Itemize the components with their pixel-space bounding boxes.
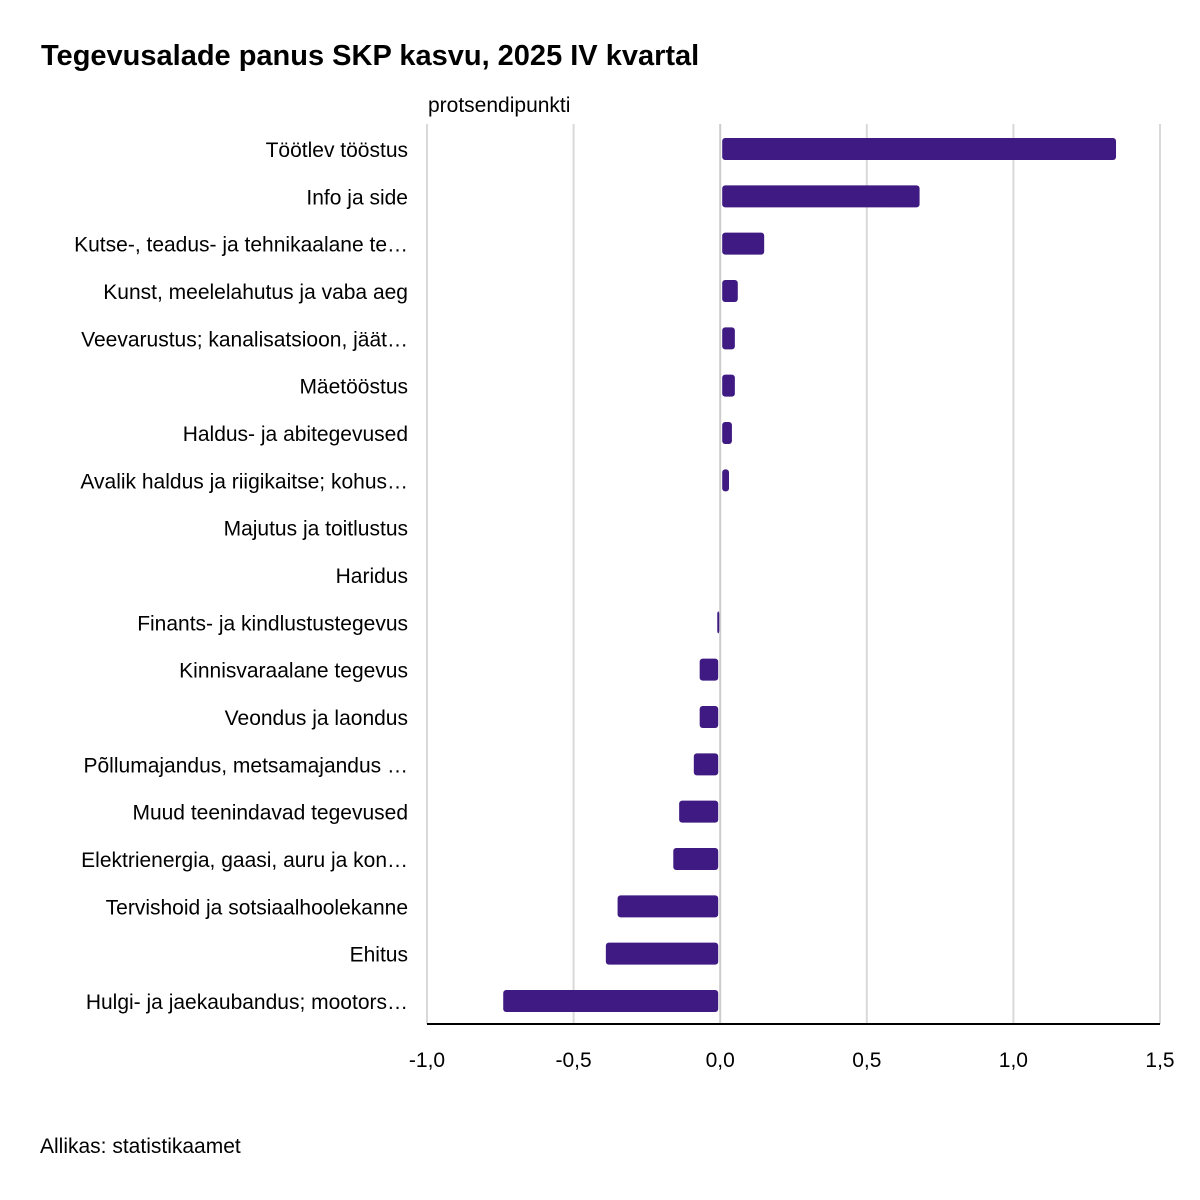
category-label: Majutus ja toitlustus — [224, 518, 408, 541]
bar — [722, 138, 1117, 160]
category-label: Hulgi- ja jaekaubandus; mootors… — [86, 991, 408, 1014]
bar — [722, 232, 765, 255]
category-label: Mäetööstus — [299, 376, 408, 399]
axis-unit-label: protsendipunkti — [428, 94, 571, 117]
category-label: Põllumajandus, metsamajandus … — [84, 754, 409, 777]
bar — [679, 800, 719, 823]
bar — [722, 469, 729, 492]
x-tick-label: 1,5 — [1145, 1049, 1174, 1072]
source-note: Allikas: statistikaamet — [40, 1135, 241, 1158]
bar — [673, 848, 719, 870]
category-label: Avalik haldus ja riigikaitse; kohus… — [80, 470, 408, 493]
category-label: Veondus ja laondus — [225, 707, 408, 730]
chart-title: Tegevusalade panus SKP kasvu, 2025 IV kv… — [41, 40, 700, 72]
bar — [717, 611, 720, 634]
category-label: Finants- ja kindlustustegevus — [137, 612, 408, 635]
bar — [722, 374, 735, 397]
category-label: Haldus- ja abitegevused — [183, 423, 408, 446]
category-label: Muud teenindavad tegevused — [132, 802, 408, 825]
bar — [722, 185, 920, 208]
category-label: Elektrienergia, gaasi, auru ja kon… — [81, 849, 408, 872]
bar — [693, 753, 719, 776]
category-label: Veevarustus; kanalisatsioon, jäät… — [81, 328, 408, 351]
category-label: Haridus — [336, 565, 408, 588]
category-label: Töötlev tööstus — [266, 139, 408, 162]
category-label: Tervishoid ja sotsiaalhoolekanne — [106, 896, 408, 919]
category-label: Kinnisvaraalane tegevus — [179, 660, 408, 683]
x-tick-label: 1,0 — [999, 1049, 1028, 1072]
x-tick-label: -0,5 — [556, 1049, 592, 1072]
bar — [699, 706, 719, 728]
x-tick-label: 0,5 — [852, 1049, 881, 1072]
x-tick-label: 0,0 — [706, 1049, 735, 1072]
bar — [699, 658, 719, 681]
category-label: Kunst, meelelahutus ja vaba aeg — [103, 281, 408, 304]
x-tick-label: -1,0 — [409, 1049, 445, 1072]
category-label: Kutse-, teadus- ja tehnikaalane te… — [74, 234, 408, 257]
bar — [605, 942, 719, 965]
bar — [722, 422, 732, 444]
bar — [503, 990, 719, 1012]
category-label: Ehitus — [350, 944, 408, 967]
bar — [617, 895, 719, 918]
bar — [722, 327, 735, 350]
category-label: Info ja side — [306, 186, 408, 209]
bar — [722, 280, 738, 302]
